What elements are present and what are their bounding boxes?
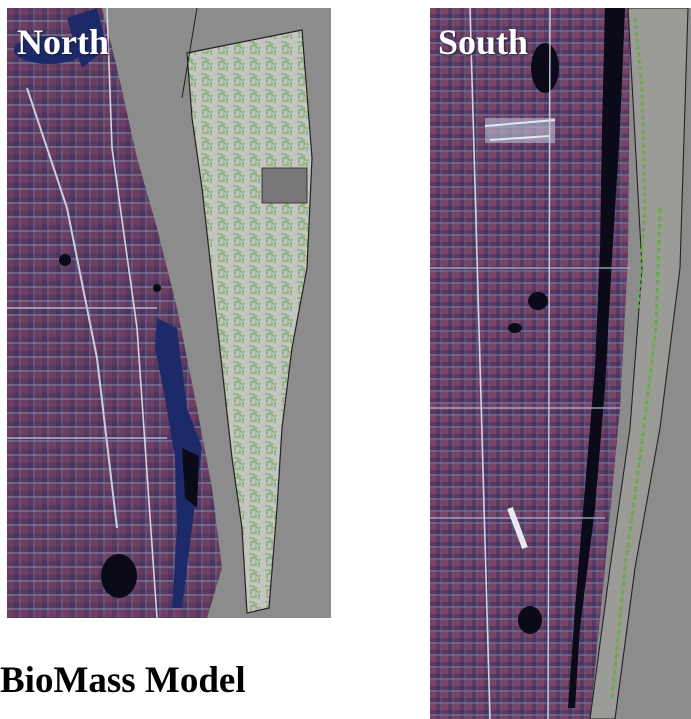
south-satellite-image xyxy=(430,8,691,719)
north-map-panel: North xyxy=(7,8,331,618)
figure-title: BioMass Model xyxy=(0,660,246,701)
north-label: North xyxy=(17,22,109,62)
south-label: South xyxy=(438,22,529,62)
south-map-panel: South xyxy=(430,8,691,719)
north-satellite-image xyxy=(7,8,331,618)
airport-area xyxy=(484,118,556,143)
